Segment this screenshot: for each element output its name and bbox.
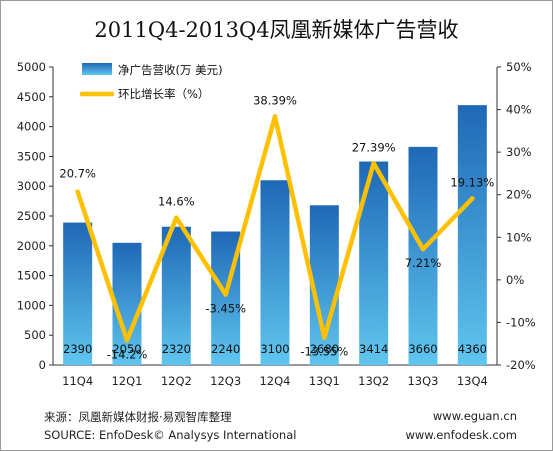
y-left-tick-label: 1500 (17, 269, 46, 283)
y-left-tick-label: 1000 (17, 298, 46, 312)
growth-value-label: 20.7% (59, 167, 96, 181)
growth-point (322, 335, 327, 340)
bar-value-label: 3414 (359, 342, 388, 356)
x-tick-label: 12Q1 (111, 374, 142, 388)
bar-value-label: 4360 (458, 342, 487, 356)
x-tick-label: 13Q4 (457, 374, 488, 388)
bar (408, 146, 438, 365)
bar-value-label: 2680 (310, 342, 339, 356)
bar-value-label: 3660 (408, 342, 437, 356)
y-right-tick-label: -10% (506, 315, 536, 329)
legend-line-label: 环比增长率（%） (118, 87, 209, 101)
growth-value-label: -3.45% (205, 302, 246, 316)
growth-point (124, 338, 130, 343)
bar (260, 180, 290, 365)
bar (112, 242, 142, 365)
bar (161, 226, 191, 365)
y-right-tick-label: -20% (506, 358, 536, 372)
y-left-tick-label: 2500 (17, 209, 46, 223)
y-right-tick-label: 40% (506, 103, 532, 117)
site-link-enfodesk[interactable]: www.enfodesk.com (405, 428, 517, 442)
x-tick-label: 13Q2 (358, 374, 389, 388)
y-left-tick-label: 500 (24, 328, 46, 342)
y-left-tick-label: 5000 (17, 60, 46, 74)
bar-value-label: 2240 (211, 342, 240, 356)
y-left-tick-label: 2000 (17, 239, 46, 253)
x-tick-label: 12Q3 (210, 374, 241, 388)
growth-point (371, 161, 376, 166)
y-left-tick-label: 0 (39, 358, 46, 372)
growth-line-layer: 20.7% -14.2% 14.6% -3.45% 38.39% -13.55% 27.39… (59, 93, 494, 361)
growth-value-label: 14.6% (158, 195, 195, 209)
legend-bar-label: 净广告营收(万 美元) (118, 63, 223, 77)
y-left-tick-label: 4000 (17, 120, 46, 134)
x-tick-label: 13Q3 (407, 374, 438, 388)
growth-value-label: 27.39% (352, 140, 396, 154)
bar (63, 222, 93, 365)
y-right-tick-label: 20% (506, 188, 532, 202)
growth-point (470, 196, 475, 201)
bar-value-label: 2390 (63, 342, 92, 356)
bar-value-label: 2320 (162, 342, 191, 356)
growth-point (420, 246, 426, 252)
growth-point (174, 215, 179, 220)
source-en: SOURCE: EnfoDesk© Analysys International (44, 428, 297, 442)
y-right-tick-label: 10% (506, 230, 532, 244)
growth-value-label: -13.55% (300, 345, 348, 359)
growth-point (223, 292, 228, 297)
x-tick-label: 13Q1 (309, 374, 340, 388)
y-left-tick-label: 4500 (17, 90, 46, 104)
growth-point (75, 189, 80, 194)
x-tick-label: 12Q4 (259, 374, 290, 388)
bar-value-label: 2050 (112, 342, 141, 356)
growth-value-label: 19.13% (450, 175, 494, 189)
y-left-tick-label: 3500 (17, 149, 46, 163)
x-tick-label: 11Q4 (62, 374, 93, 388)
legend-bar-swatch (82, 63, 112, 75)
growth-value-label: 7.21% (405, 256, 442, 270)
y-right-tick-label: 50% (506, 60, 532, 74)
y-right-tick-label: 0% (506, 273, 524, 287)
growth-point (272, 114, 278, 119)
bars-layer (63, 105, 487, 366)
chart-title: 2011Q4-2013Q4凤凰新媒体广告营收 (94, 18, 459, 42)
y-left-tick-label: 3000 (17, 179, 46, 193)
bar (457, 105, 487, 366)
y-right-tick-label: 30% (506, 145, 532, 159)
bar-value-label: 3100 (260, 342, 289, 356)
growth-value-label: 38.39% (253, 93, 297, 107)
bar-labels-layer: 2390 2050 2320 2240 3100 2680 3414 3660 4360 (63, 342, 487, 356)
growth-value-label: -14.2% (107, 347, 148, 361)
site-link-eguan[interactable]: www.eguan.cn (432, 409, 517, 423)
source-cn: 来源：凤凰新媒体财报·易观智库整理 (44, 410, 232, 424)
legend: 净广告营收(万 美元) 环比增长率（%） (79, 63, 223, 101)
x-tick-label: 12Q2 (161, 374, 192, 388)
